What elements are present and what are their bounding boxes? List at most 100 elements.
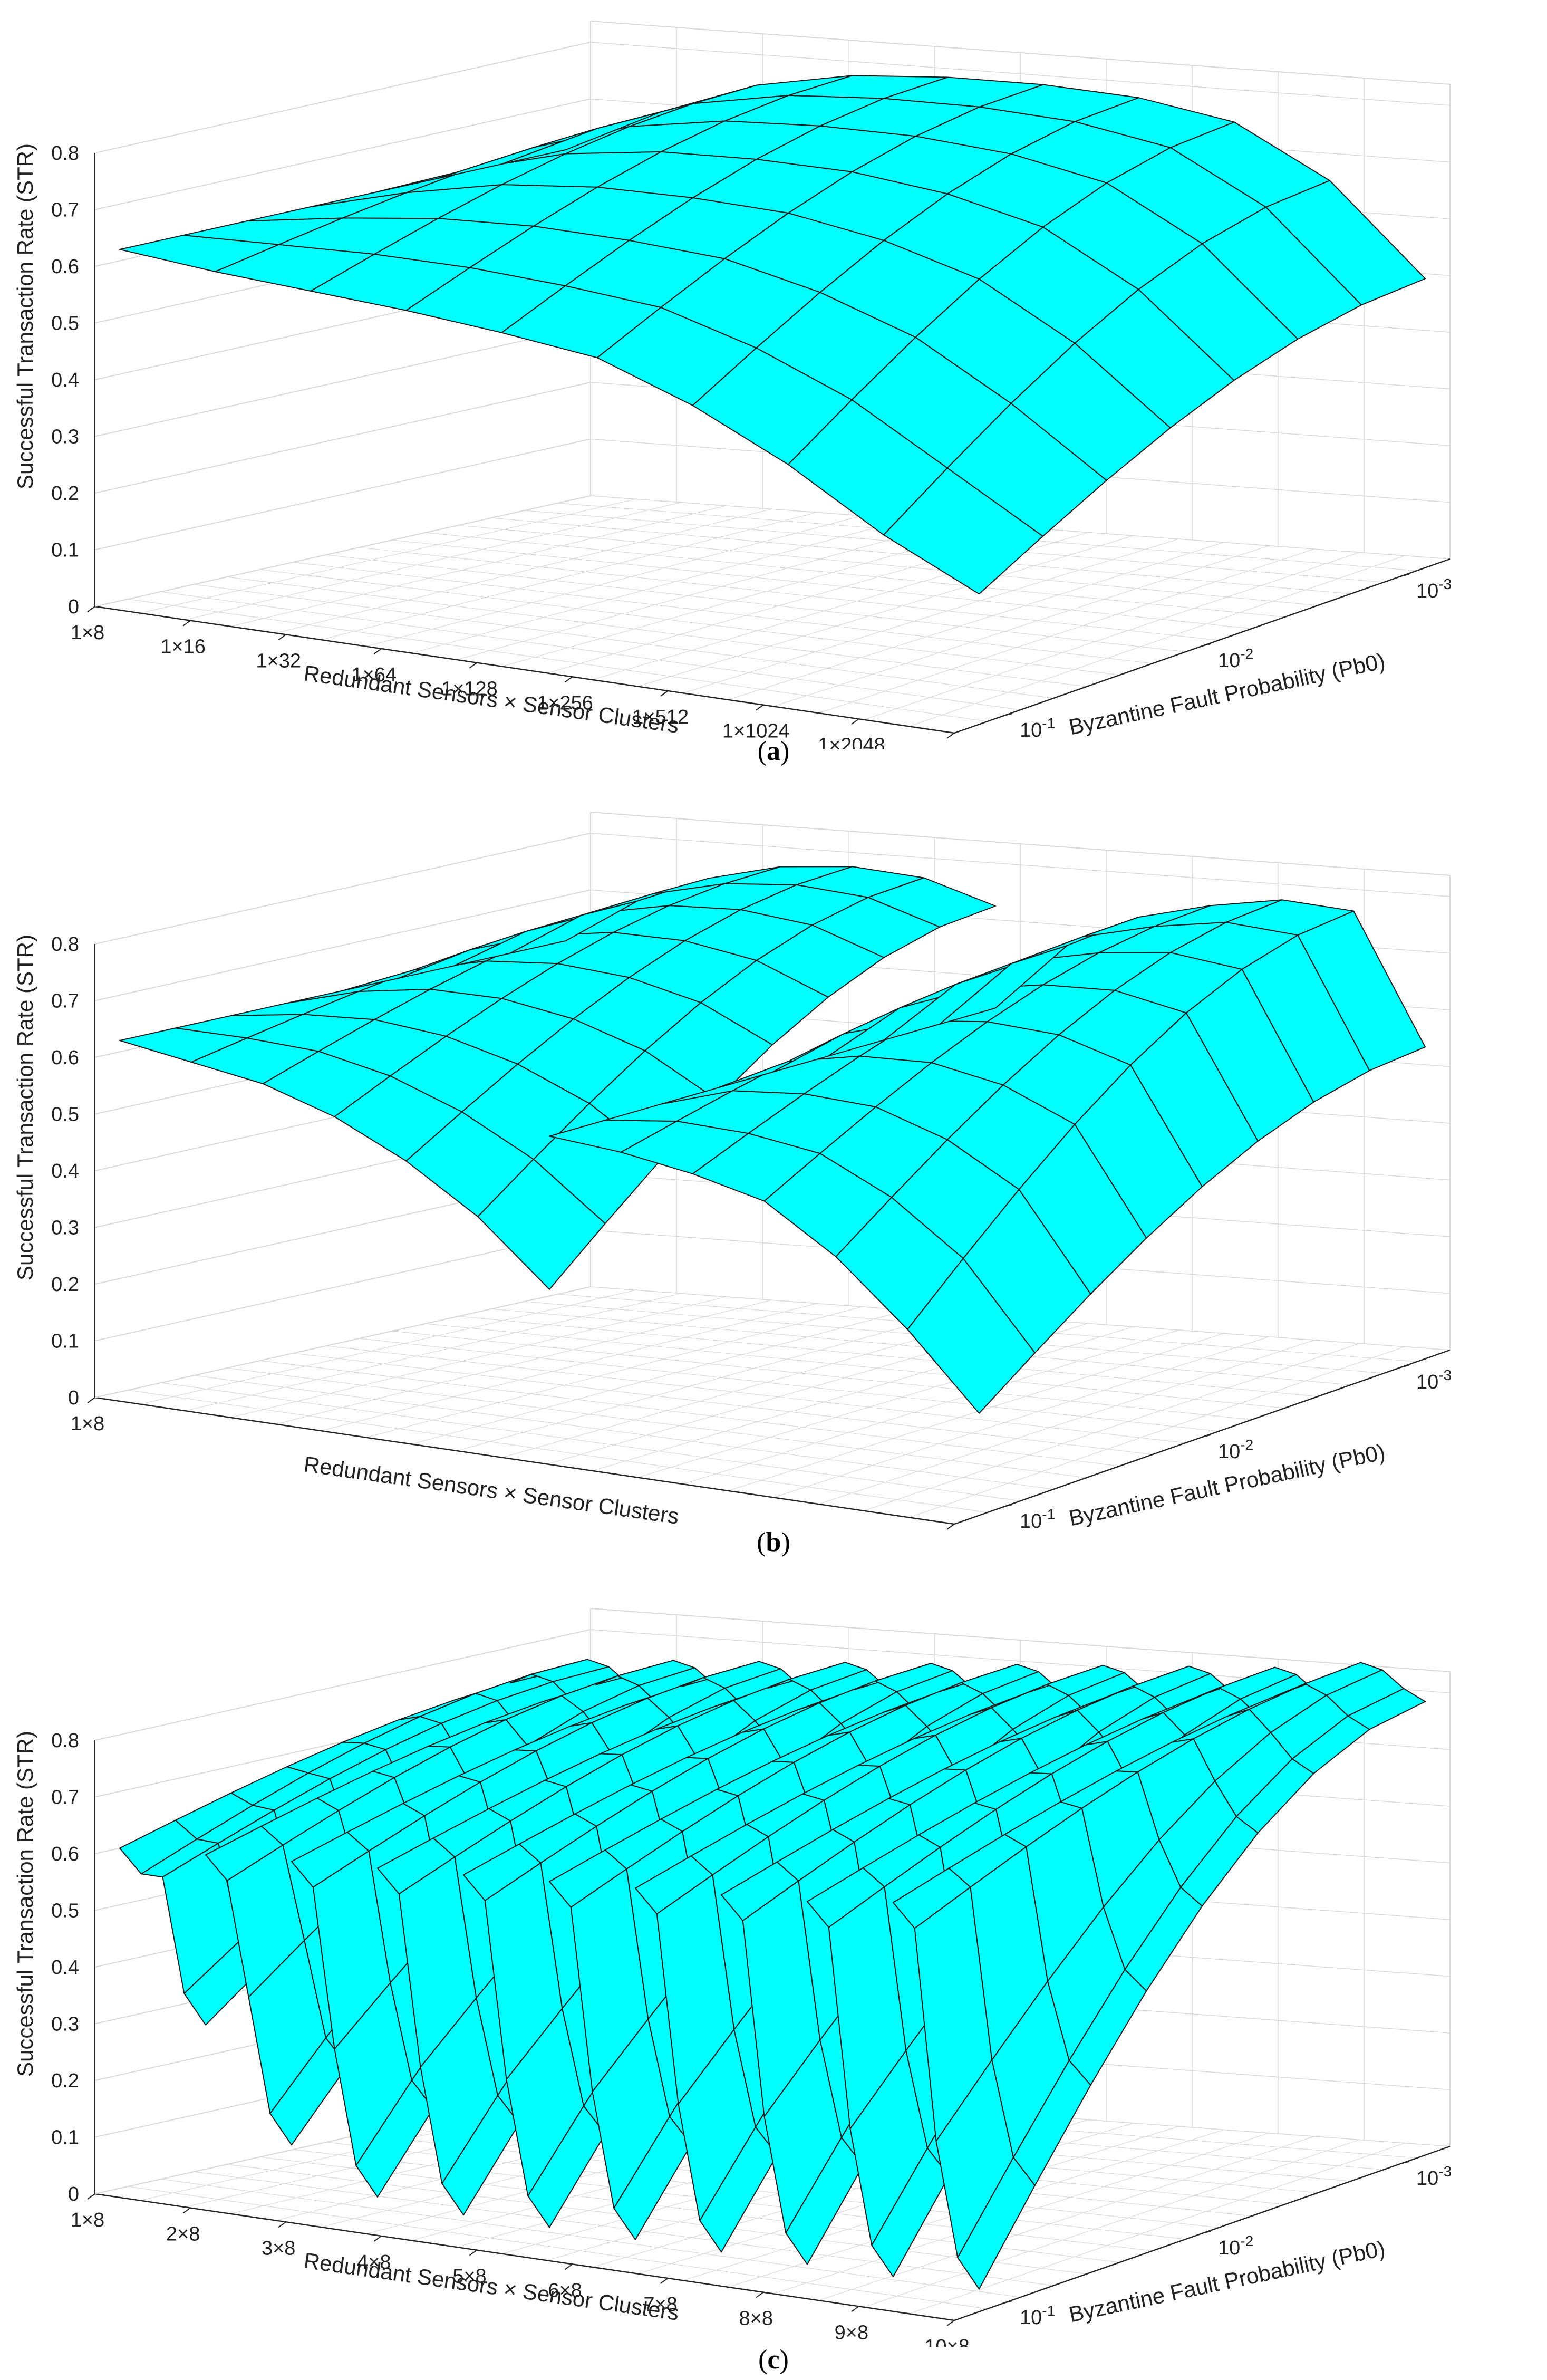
x-tick-mark	[469, 662, 478, 669]
x-tick-label: 8×8	[739, 2308, 773, 2330]
floor-grid-y	[194, 2171, 1054, 2286]
floor-grid-x	[773, 545, 1270, 707]
z-tick-label: 0.8	[51, 933, 79, 956]
floor-grid-y	[491, 1308, 1351, 1385]
floor-grid-x	[501, 1316, 998, 1458]
y-tick-mark	[1202, 1434, 1211, 1438]
z-grid-line	[94, 438, 591, 551]
z-grid-line	[94, 889, 591, 1001]
surface-patch-segment-10	[1347, 1688, 1426, 1730]
z-grid-line	[94, 382, 591, 494]
floor-grid-x	[818, 548, 1314, 714]
z-tick-label: 0.4	[51, 1957, 79, 1979]
z-axis-label: Successful Transaction Rate (STR)	[13, 143, 37, 489]
floor-grid-y	[293, 1353, 1153, 1455]
floor-grid-x	[683, 1329, 1179, 1485]
back-wall-z-grid	[590, 1629, 1451, 1693]
floor-grid-x	[411, 1309, 907, 1445]
z-tick-label: 0	[68, 1387, 79, 1409]
x-tick-mark	[946, 1524, 955, 1530]
floor-grid-x	[276, 1299, 772, 1425]
y-tick-mark	[1003, 713, 1013, 716]
floor-grid-x	[864, 552, 1360, 720]
floor-grid-x	[728, 1333, 1224, 1491]
z-tick-label: 0.4	[51, 1160, 79, 1182]
floor-grid-x	[185, 1293, 681, 1411]
x-tick-mark	[373, 2236, 382, 2242]
y-tick-mark	[1400, 574, 1409, 577]
floor-grid-y	[425, 532, 1285, 618]
x-axis-label: Redundant Sensors × Sensor Clusters	[302, 660, 680, 737]
floor-grid-y	[227, 1367, 1087, 1478]
x-tick-label: 6×8	[548, 2279, 582, 2301]
x-tick-mark	[87, 1397, 95, 1403]
z-grid-line	[94, 1229, 591, 1342]
x-axis-label: Redundant Sensors × Sensor Clusters	[302, 2248, 680, 2325]
x-tick-mark	[87, 606, 95, 612]
x-tick-label: 2×8	[930, 1539, 964, 1540]
x-axis-label: Redundant Sensors × Sensor Clusters	[302, 1451, 680, 1528]
floor-grid-y	[128, 2186, 988, 2309]
z-tick-label: 0.7	[51, 990, 79, 1013]
y-tick-label: 10-2	[1218, 1437, 1253, 1463]
floor-grid-y	[458, 525, 1318, 606]
floor-grid-x	[637, 535, 1134, 687]
y-tick-mark	[1400, 2161, 1409, 2164]
x-tick-mark	[278, 2221, 286, 2228]
surface-patch-segment-2	[1297, 910, 1426, 1071]
z-tick-label: 0.1	[51, 1331, 79, 1353]
floor-grid-x	[864, 1343, 1360, 1511]
y-tick-label: 10-2	[1218, 645, 1253, 672]
z-tick-label: 0	[68, 2183, 79, 2205]
x-tick-label: 1×8	[71, 1413, 104, 1435]
y-tick-label: 10-3	[1416, 2163, 1452, 2190]
floor-grid-y	[128, 1390, 988, 1513]
floor-grid-x	[864, 2139, 1360, 2308]
z-tick-label: 0.1	[51, 539, 79, 562]
x-tick-label: 1×4096	[913, 748, 981, 749]
floor-grid-x	[366, 515, 862, 647]
z-tick-label: 0	[68, 596, 79, 618]
floor-grid-y	[458, 1316, 1318, 1397]
z-tick-label: 0.6	[51, 1047, 79, 1069]
y-tick-label: 10-1	[1020, 715, 1055, 741]
floor-grid-x	[276, 508, 772, 634]
floor-grid-x	[728, 542, 1224, 700]
floor-grid-x	[321, 512, 817, 640]
z-tick-label: 0.3	[51, 2013, 79, 2036]
y-tick-label: 10-1	[1020, 2302, 1055, 2329]
floor-grid-y	[359, 1338, 1219, 1432]
floor-grid-y	[161, 591, 1021, 710]
z-tick-label: 0.2	[51, 483, 79, 505]
y-tick-mark	[1003, 1504, 1013, 1507]
z-tick-label: 0.2	[51, 1274, 79, 1296]
z-grid-line	[94, 98, 591, 210]
x-tick-label: 7×8	[643, 2294, 677, 2316]
surface-patch	[1265, 180, 1426, 306]
floor-grid-y	[227, 576, 1087, 687]
floor-grid-y	[194, 584, 1054, 699]
floor-grid-x	[230, 505, 727, 627]
floor-grid-x	[909, 1346, 1405, 1518]
y-tick-label: 10-1	[1020, 1506, 1055, 1533]
surface-chart-c: 0 0.1 0.2 0.3 0.4 0.5 0.6 0.7 0.8 1×8 2×8 3×8 4×8 5×8…	[13, 1608, 1452, 2347]
x-tick-label: 1×512	[632, 706, 689, 728]
z-tick-label: 0.5	[51, 1900, 79, 1922]
floor-grid-x	[818, 1340, 1314, 1505]
z-grid-line	[94, 325, 591, 437]
x-tick-mark	[660, 2278, 669, 2284]
x-tick-label: 1×128	[441, 678, 498, 700]
x-tick-label: 1×32	[256, 650, 301, 672]
surface-chart-a: 0 0.1 0.2 0.3 0.4 0.5 0.6 0.7 0.8 1×8 1×16 1×32 1×64…	[13, 21, 1452, 749]
surface-patch-segment-1	[867, 877, 996, 928]
floor-grid-y	[161, 2179, 1021, 2298]
x-tick-label: 10×8	[924, 2336, 970, 2347]
x-tick-mark	[756, 704, 764, 711]
floor-grid-x	[230, 1296, 727, 1418]
floor-grid-y	[161, 1382, 1021, 1501]
x-axis-line	[94, 605, 955, 734]
panel-c: 0 0.1 0.2 0.3 0.4 0.5 0.6 0.7 0.8 1×8 2×8 3×8 4×8 5×8…	[0, 1587, 1547, 2380]
x-tick-mark	[851, 2306, 859, 2312]
z-axis-label: Successful Transaction Rate (STR)	[13, 1731, 37, 2077]
